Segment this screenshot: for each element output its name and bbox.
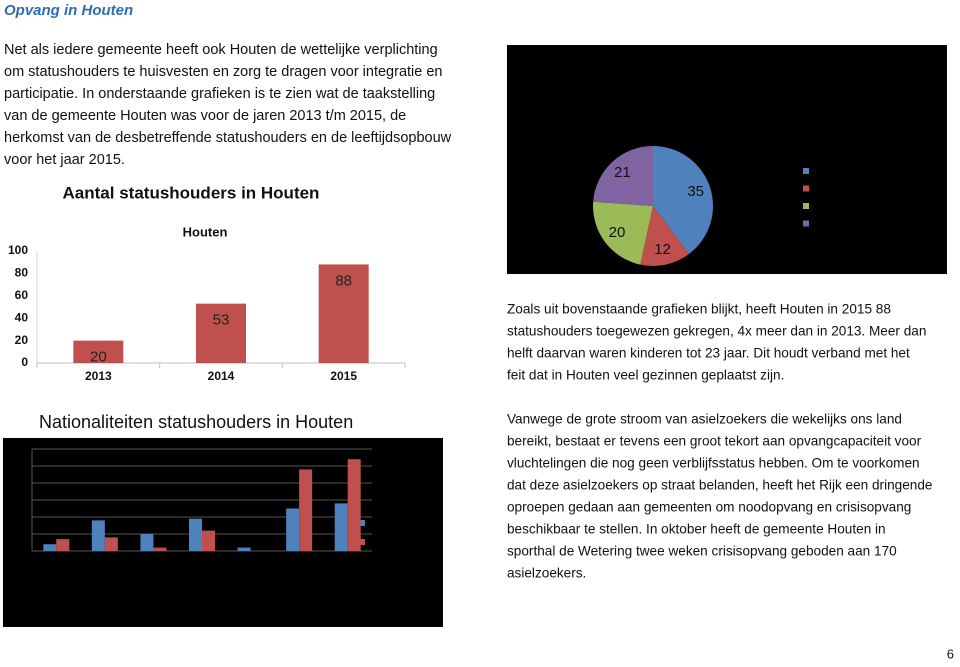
body-line: vluchtelingen die nog geen verblijfsstat… <box>507 456 920 471</box>
bar <box>196 303 246 363</box>
x-tick-label: 2013 <box>85 369 112 383</box>
bar <box>104 537 118 551</box>
body-line: oproepen gedaan aan gemeenten om noodopv… <box>507 500 911 515</box>
y-tick-label: 80 <box>15 266 29 280</box>
data-label: 20 <box>609 224 626 241</box>
data-label: 35 <box>687 183 704 200</box>
body-line: Vanwege de grote stroom van asielzoekers… <box>507 412 902 427</box>
data-label: 12 <box>654 241 671 258</box>
body-line: voor het jaar 2015. <box>4 152 125 168</box>
chart-title: Aantal statushouders in Houten <box>63 183 320 202</box>
bar <box>73 340 124 363</box>
bar <box>299 469 313 551</box>
legend-swatch <box>359 520 365 526</box>
legend-swatch <box>803 203 809 209</box>
body-line: participatie. In onderstaande grafieken … <box>4 86 435 102</box>
bar <box>347 459 361 551</box>
body-line: beschikbaar te stellen. In oktober heeft… <box>507 522 886 537</box>
y-tick-label: 60 <box>15 288 29 302</box>
bar <box>91 520 105 551</box>
data-label: 53 <box>213 312 230 329</box>
legend-swatch <box>803 168 809 174</box>
body-line: van de gemeente Houten was voor de jaren… <box>4 108 406 124</box>
body-line: bereikt, bestaat er tevens een groot tek… <box>507 434 922 449</box>
pie-panel <box>507 45 947 274</box>
bar <box>334 503 348 551</box>
body-line: sporthal de Wetering twee weken crisisop… <box>507 544 897 559</box>
y-tick-label: 40 <box>15 310 29 324</box>
bar <box>318 264 369 363</box>
bar <box>202 530 215 551</box>
bar <box>189 518 202 551</box>
bar <box>286 508 300 551</box>
body-line: om statushouders te huisvesten en zorg t… <box>4 64 443 80</box>
nationality-panel <box>3 438 443 627</box>
y-tick-label: 0 <box>21 355 28 369</box>
bar <box>153 547 167 551</box>
bar <box>43 544 57 551</box>
y-tick-label: 100 <box>8 243 28 257</box>
data-label: 88 <box>335 272 352 289</box>
body-line: statushouders toegewezen gekregen, 4x me… <box>507 324 926 339</box>
body-line: feit dat in Houten veel gezinnen geplaat… <box>507 368 784 383</box>
body-line: dat deze asielzoekers op straat belanden… <box>507 478 932 493</box>
page-number: 6 <box>947 646 954 661</box>
bar <box>237 547 251 551</box>
chart-subtitle: Houten <box>183 224 228 239</box>
body-line: Net als iedere gemeente heeft ook Houten… <box>4 42 438 58</box>
pie-slice <box>593 201 653 265</box>
data-label: 20 <box>90 349 107 366</box>
body-line: helft daarvan waren kinderen tot 23 jaar… <box>507 346 910 361</box>
chart-title: Nationaliteiten statushouders in Houten <box>39 412 353 432</box>
x-tick-label: 2015 <box>330 369 357 383</box>
bar <box>140 534 154 551</box>
body-line: asielzoekers. <box>507 566 586 581</box>
data-label: 21 <box>614 164 631 181</box>
bar <box>56 539 70 551</box>
body-line: Zoals uit bovenstaande grafieken blijkt,… <box>507 302 891 317</box>
x-tick-label: 2014 <box>208 369 235 383</box>
pie-slice <box>640 206 689 266</box>
heading: Opvang in Houten <box>4 2 133 19</box>
body-line: herkomst van de desbetreffende statushou… <box>4 130 452 146</box>
y-tick-label: 20 <box>15 333 29 347</box>
legend-swatch <box>359 539 365 545</box>
legend-swatch <box>803 185 809 192</box>
legend-swatch <box>803 220 809 227</box>
pie-slice <box>653 146 714 255</box>
pie-slice <box>593 146 653 206</box>
